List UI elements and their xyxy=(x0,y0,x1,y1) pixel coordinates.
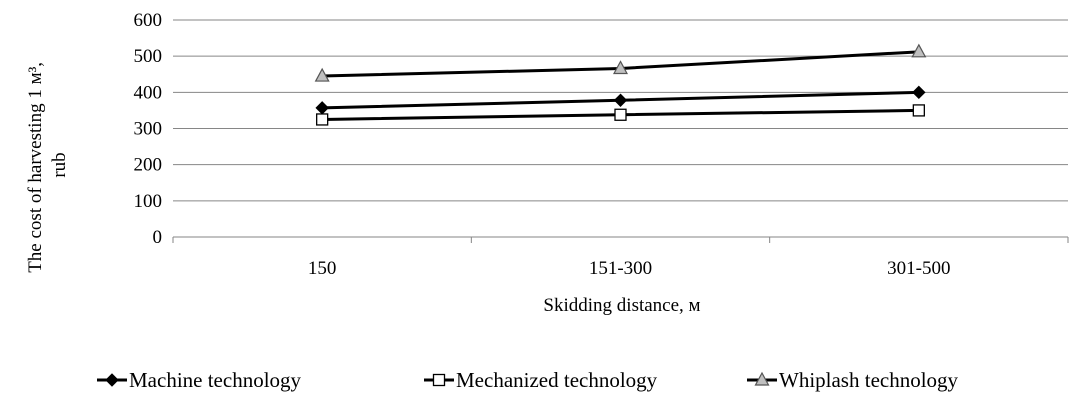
x-axis-label: Skidding distance, м xyxy=(543,295,700,316)
x-tick-labels: 150 151-300 301-500 xyxy=(308,258,951,279)
y-tick-label: 300 xyxy=(134,119,163,140)
y-axis-label-line2: rub xyxy=(49,152,70,177)
data-point-triangle xyxy=(314,67,330,82)
legend: Machine technology Mechanized technology W… xyxy=(97,368,959,392)
data-point-diamond xyxy=(613,93,628,107)
series-whiplash-technology xyxy=(314,43,927,82)
legend-item: Mechanized technology xyxy=(424,368,658,392)
x-tick-label: 151-300 xyxy=(589,258,652,279)
data-point-square xyxy=(316,113,329,126)
legend-item: Machine technology xyxy=(97,368,302,392)
data-point-triangle xyxy=(612,60,629,75)
legend-label: Whiplash technology xyxy=(779,368,959,392)
y-axis-label-line1: The cost of harvesting 1 м³, xyxy=(25,62,46,273)
legend-label: Mechanized technology xyxy=(456,368,658,392)
data-point-diamond xyxy=(315,101,329,115)
data-point-triangle xyxy=(754,371,770,386)
x-tick-label: 150 xyxy=(308,258,337,279)
y-tick-label: 100 xyxy=(134,191,163,212)
legend-label: Machine technology xyxy=(129,368,302,392)
y-tick-label: 600 xyxy=(134,10,163,31)
data-point-square xyxy=(912,104,925,117)
x-tick-label: 301-500 xyxy=(887,258,950,279)
y-axis-label: The cost of harvesting 1 м³, rub xyxy=(25,57,70,273)
y-tick-label: 200 xyxy=(134,155,163,176)
data-point-triangle xyxy=(911,43,927,58)
series-mechanized-technology xyxy=(316,104,925,126)
data-point-square xyxy=(432,373,446,387)
grid-lines xyxy=(172,19,1069,243)
data-point-square xyxy=(614,108,627,121)
y-tick-labels: 0 100 200 300 400 500 600 xyxy=(134,10,163,248)
y-tick-label: 0 xyxy=(153,227,163,248)
legend-item: Whiplash technology xyxy=(747,368,959,392)
y-tick-label: 400 xyxy=(134,82,163,103)
series-lines xyxy=(314,43,927,126)
data-point-diamond xyxy=(105,373,119,387)
data-point-diamond xyxy=(912,85,926,100)
y-tick-label: 500 xyxy=(134,46,163,67)
